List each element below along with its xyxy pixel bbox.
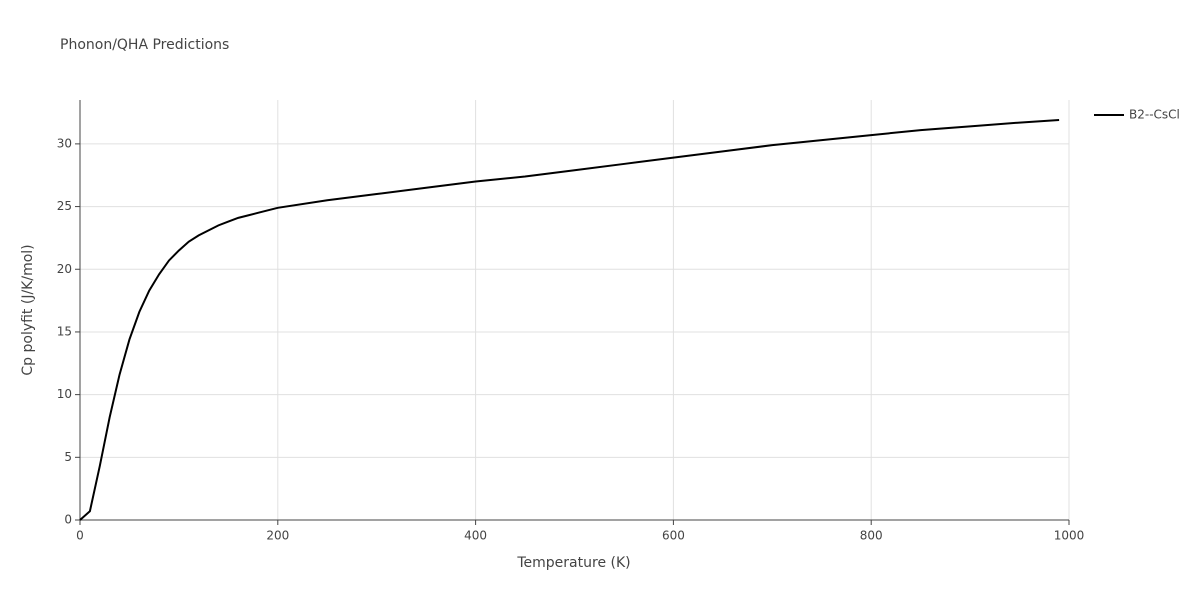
y-tick-label: 0 — [64, 513, 72, 527]
chart-title: Phonon/QHA Predictions — [60, 37, 229, 53]
x-tick-label: 800 — [860, 529, 883, 543]
x-tick-label: 200 — [266, 529, 289, 543]
legend-label: B2--CsCl — [1129, 108, 1180, 122]
y-tick-label: 10 — [57, 387, 72, 401]
x-tick-label: 600 — [662, 529, 685, 543]
x-tick-label: 0 — [76, 529, 84, 543]
x-tick-label: 1000 — [1054, 529, 1085, 543]
data-line — [79, 119, 1060, 521]
x-axis-label: Temperature (K) — [516, 555, 630, 571]
y-tick-label: 5 — [64, 450, 72, 464]
y-tick-label: 15 — [57, 324, 72, 338]
y-tick-label: 30 — [57, 136, 72, 150]
y-tick-label: 25 — [57, 199, 72, 213]
y-tick-label: 20 — [57, 262, 72, 276]
x-tick-label: 400 — [464, 529, 487, 543]
y-axis-label: Cp polyfit (J/K/mol) — [20, 244, 36, 375]
